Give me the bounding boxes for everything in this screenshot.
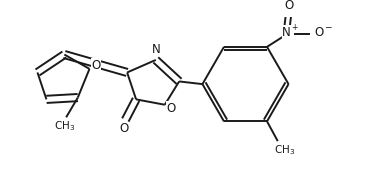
Text: +: + bbox=[291, 23, 297, 32]
Text: −: − bbox=[324, 23, 332, 32]
Text: CH$_3$: CH$_3$ bbox=[274, 143, 296, 157]
Text: O: O bbox=[166, 102, 176, 115]
Text: N: N bbox=[152, 43, 160, 56]
Text: O: O bbox=[284, 0, 293, 12]
Text: O: O bbox=[314, 26, 324, 39]
Text: N: N bbox=[282, 26, 291, 39]
Text: O: O bbox=[91, 59, 101, 72]
Text: O: O bbox=[119, 122, 128, 135]
Text: CH$_3$: CH$_3$ bbox=[54, 119, 75, 133]
